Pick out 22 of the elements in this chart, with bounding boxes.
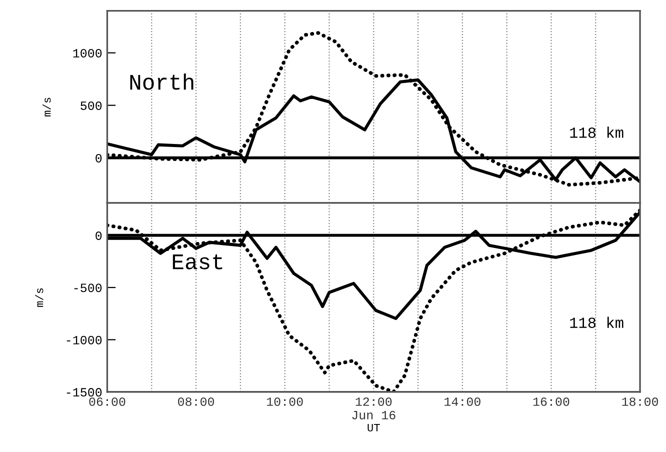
y-axis-title: m/s (35, 288, 44, 307)
x-tick-label: 10:00 (266, 397, 303, 406)
y-tick-label: -500 (74, 284, 102, 292)
x-axis-title: UT (368, 424, 380, 432)
x-tick-label: 06:00 (89, 397, 126, 406)
x-tick-label: 08:00 (178, 397, 214, 406)
annotation: 118 km (570, 316, 624, 328)
y-axis-title: m/s (42, 98, 51, 116)
y-tick-label: 0 (96, 231, 102, 240)
y-tick-label: 500 (80, 101, 102, 110)
x-tick-label: 18:00 (622, 397, 658, 406)
x-tick-label: 14:00 (444, 397, 480, 406)
x-tick-label: 12:00 Jun 16 (352, 397, 396, 420)
y-tick-label: -1000 (66, 336, 102, 344)
annotation: 118 km (570, 126, 624, 138)
annotation: North (130, 73, 194, 90)
y-tick-label: -1500 (66, 388, 102, 397)
annotation: East (172, 254, 222, 270)
x-tick-label: 16:00 (533, 397, 570, 406)
line-series (107, 31, 640, 187)
y-tick-label: 0 (96, 154, 102, 162)
y-tick-label: 1000 (73, 49, 102, 58)
